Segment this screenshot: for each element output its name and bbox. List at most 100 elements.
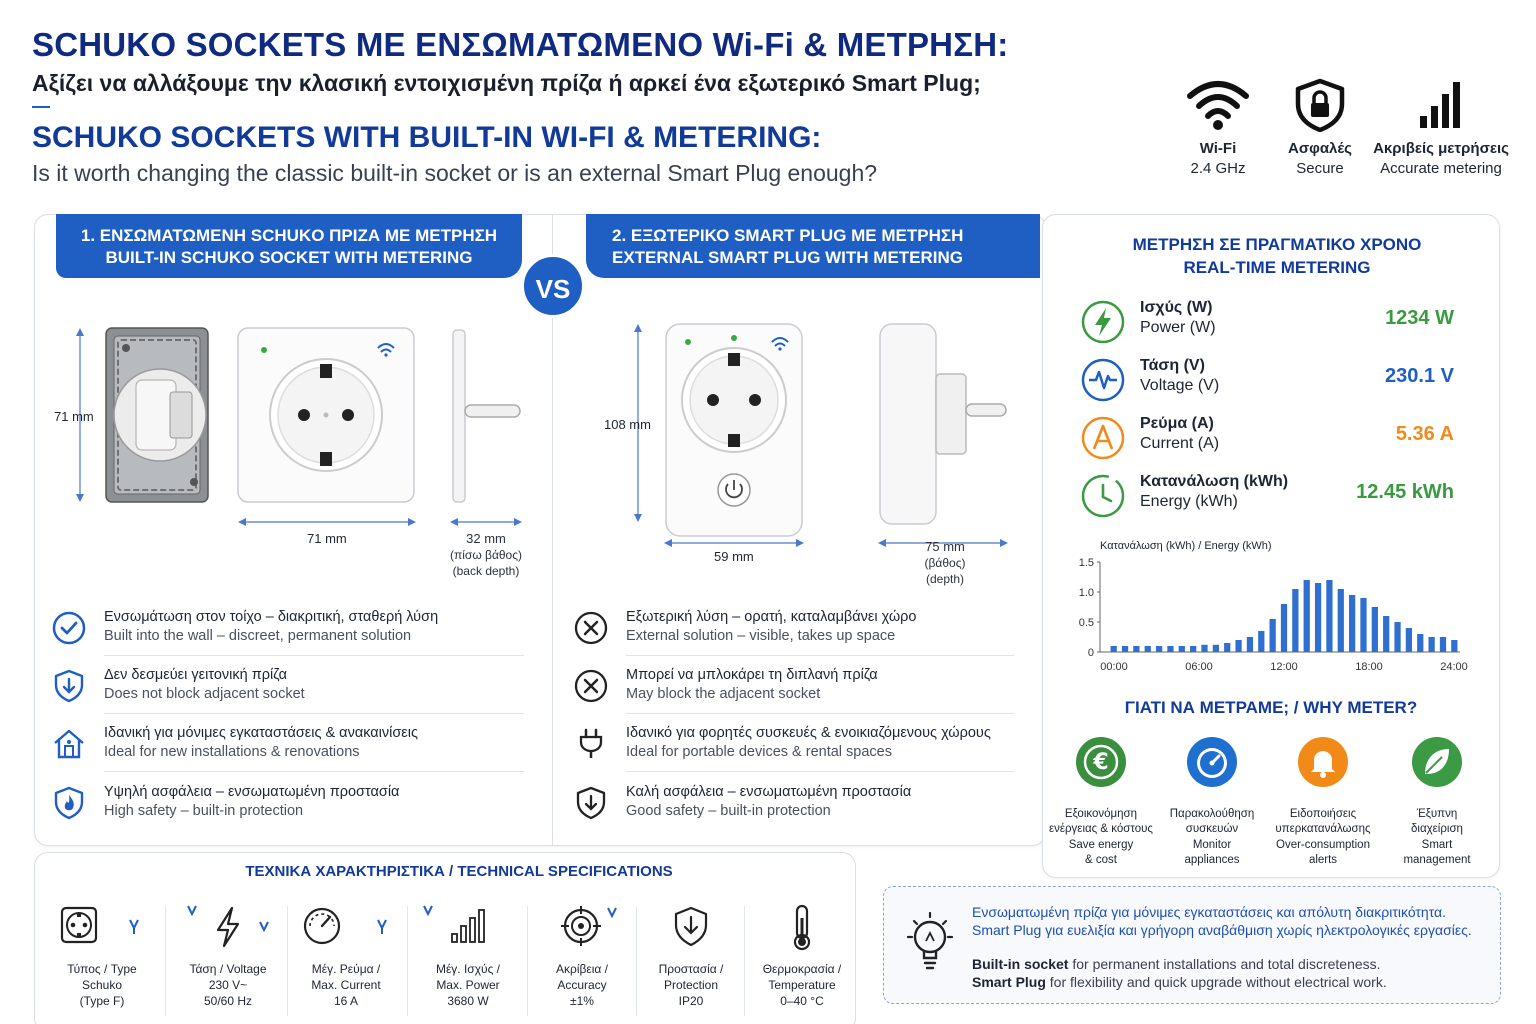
shield-flame-icon	[54, 786, 84, 820]
feature-accurate-sub: Accurate metering	[1380, 160, 1502, 177]
tab-external-title-en: EXTERNAL SMART PLUG WITH METERING	[612, 248, 964, 267]
why-alerts-gr-line1: Ειδοποιήσεις	[1289, 808, 1357, 820]
why-monitor-en-line2: appliances	[1184, 854, 1240, 866]
chart-bar	[1428, 637, 1435, 652]
page-subtitle-greek: Αξίζει να αλλάξουμε την κλασική εντοιχισ…	[32, 70, 981, 96]
tip-greek: Ενσωματωμένη πρίζα για μόνιμες εγκαταστά…	[972, 903, 1472, 939]
external-point-4-en: Good safety – built-in protection	[626, 803, 831, 819]
spec-type: Τύπος / Type Schuko (Type F)	[52, 904, 152, 1009]
why-alerts-en-line1: Over-consumption	[1276, 839, 1370, 851]
why-alerts-en-line2: alerts	[1308, 854, 1338, 866]
comparison-panel	[34, 214, 1046, 846]
tab-builtin-title-en: BUILT-IN SCHUKO SOCKET WITH METERING	[105, 248, 473, 267]
tab-builtin-title-gr: 1. ΕΝΣΩΜΑΤΩΜΕΝΗ SCHUKO ΠΡΙΖΑ ΜΕ ΜΕΤΡΗΣΗ	[80, 226, 498, 245]
chart-bar	[1394, 622, 1401, 652]
spec-temperature-label: Θερμοκρασία / Temperature 0–40 °C	[752, 961, 852, 1009]
x-circle-icon	[574, 611, 608, 645]
spec-current-line2: Max. Current	[311, 978, 381, 992]
feature-secure: Ασφαλές Secure	[1260, 78, 1380, 177]
why-item-smart: Έξυπνη διαχείριση Smart management	[1382, 736, 1492, 868]
spec-accuracy-label: Ακρίβεια / Accuracy ±1%	[536, 961, 628, 1009]
gauge-current-icon	[303, 907, 387, 945]
plug-depth-en: (depth)	[925, 572, 965, 586]
chart-bar	[1133, 646, 1140, 652]
why-smart-en: Smart management	[1382, 838, 1492, 868]
why-save-gr-line1: Εξοικονόμηση	[1064, 808, 1138, 820]
builtin-point-3-en: Ideal for new installations & renovation…	[104, 744, 360, 760]
row-divider	[626, 771, 1014, 772]
tab-builtin-socket: 1. ΕΝΣΩΜΑΤΩΜΕΝΗ SCHUKO ΠΡΙΖΑ ΜΕ ΜΕΤΡΗΣΗ …	[56, 214, 522, 278]
feature-secure-label: Ασφαλές	[1288, 140, 1352, 157]
plug-height-label: 108 mm	[604, 417, 651, 432]
spec-divider	[407, 906, 408, 1016]
chart-bar	[1201, 644, 1208, 652]
chart-bar	[1167, 646, 1174, 652]
chart-bar	[1314, 583, 1322, 652]
why-monitor-gr-line1: Παρακολούθηση	[1169, 808, 1255, 820]
comparison-divider	[552, 214, 553, 846]
plug-width-label: 59 mm	[714, 549, 754, 564]
chart-bar	[1178, 646, 1185, 652]
spec-type-line2: Schuko	[81, 978, 123, 992]
specs-title: ΤΕΧΝΙΚΑ ΧΑΡΑΚΤΗΡΙΣΤΙΚΑ / TECHNICAL SPECI…	[245, 863, 673, 880]
why-save-en-line2: & cost	[1085, 854, 1117, 866]
why-save-en: Save energy & cost	[1046, 838, 1156, 868]
metric-power-en: Power (W)	[1140, 319, 1216, 336]
metering-title-gr: ΜΕΤΡΗΣΗ ΣΕ ΠΡΑΓΜΑΤΙΚΟ ΧΡΟΝΟ	[1132, 235, 1422, 254]
spec-current: Μέγ. Ρεύμα / Max. Current 16 A	[296, 904, 396, 1009]
why-smart-gr: Έξυπνη διαχείριση	[1382, 807, 1492, 837]
chart-y-tick-label: 1.5	[1079, 557, 1094, 569]
metric-voltage-gr: Τάση (V)	[1140, 357, 1205, 374]
spec-accuracy-line2: Accuracy	[557, 978, 607, 992]
spec-voltage: Τάση / Voltage 230 V~ 50/60 Hz	[176, 904, 280, 1009]
spec-temperature-line3: 0–40 °C	[780, 994, 824, 1008]
metric-current: Ρεύμα (A) Current (A) 5.36 A	[1080, 415, 1480, 463]
leaf-icon	[1412, 737, 1462, 787]
chart-bar	[1224, 643, 1231, 652]
external-point-3-en: Ideal for portable devices & rental spac…	[626, 744, 892, 760]
height-dimension-arrow	[76, 328, 84, 502]
spec-temperature-line2: Temperature	[768, 978, 836, 992]
chart-bar	[1451, 640, 1458, 652]
chart-bar	[1326, 580, 1333, 652]
width-dimension-arrow	[664, 539, 804, 547]
chart-y-tick-label: 0	[1088, 647, 1094, 659]
tip-english-line2-rest: for flexibility and quick upgrade withou…	[1045, 974, 1387, 990]
row-divider	[104, 713, 524, 714]
house-icon	[54, 729, 84, 759]
why-smart-gr-line1: Έξυπνη	[1416, 808, 1458, 820]
chart-bar	[1121, 646, 1129, 652]
socket-front-view	[237, 327, 415, 503]
tab-external-plug: 2. ΕΞΩΤΕΡΙΚΟ SMART PLUG ΜΕ ΜΕΤΡΗΣΗ EXTER…	[586, 214, 1040, 278]
chart-bar	[1190, 646, 1197, 652]
spec-protection: Προστασία / Protection IP20	[646, 904, 736, 1009]
why-save-en-line1: Save energy	[1068, 839, 1134, 851]
feature-wifi-label: Wi-Fi	[1199, 140, 1237, 157]
feature-accurate-label: Ακριβείς μετρήσεις	[1373, 140, 1509, 157]
builtin-depth-label: 32 mm (πίσω βάθος) (back depth)	[446, 531, 526, 579]
spec-current-line1: Μέγ. Ρεύμα /	[311, 962, 381, 976]
signal-bars-icon	[1420, 82, 1460, 128]
tip-english-line2: Smart Plug for flexibility and quick upg…	[972, 973, 1387, 991]
chart-bar	[1280, 604, 1288, 652]
spec-type-label: Τύπος / Type Schuko (Type F)	[52, 961, 152, 1009]
spec-divider	[636, 906, 637, 1016]
chart-bar	[1235, 640, 1242, 652]
spec-accuracy: Ακρίβεια / Accuracy ±1%	[536, 904, 628, 1009]
bolt-icon	[1081, 300, 1125, 344]
energy-clock-icon	[1081, 474, 1125, 518]
chart-x-tick-label: 00:00	[1100, 661, 1128, 673]
spec-voltage-line1: Τάση / Voltage	[189, 962, 267, 976]
plug-depth-gr: (βάθος)	[924, 556, 966, 570]
builtin-point-3-gr: Ιδανική για μόνιμες εγκαταστάσεις & ανακ…	[104, 725, 418, 741]
metric-power: Ισχύς (W) Power (W) 1234 W	[1080, 299, 1480, 347]
external-point-2: Μπορεί να μπλοκάρει τη διπλανή πρίζα May…	[574, 667, 1014, 723]
page-subtitle-english: Is it worth changing the classic built-i…	[32, 160, 878, 186]
height-dimension-arrow	[634, 324, 642, 522]
why-alerts-gr: Ειδοποιήσεις υπερκατανάλωσης	[1268, 807, 1378, 837]
spec-protection-line1: Προστασία /	[658, 962, 724, 976]
voltage-bolt-icon	[187, 905, 269, 948]
builtin-width-label: 71 mm	[307, 531, 347, 546]
spec-divider	[744, 906, 745, 1016]
tip-english-line1: Built-in socket for permanent installati…	[972, 955, 1381, 973]
